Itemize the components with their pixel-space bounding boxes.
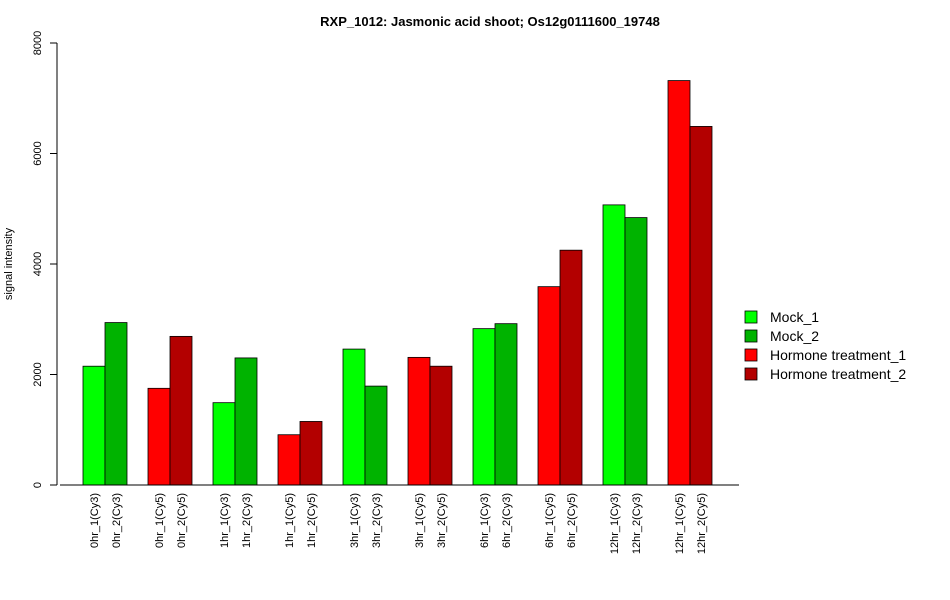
bar [537,286,561,486]
legend: Mock_1 Mock_2 Hormone treatment_1 Hormone t… [744,309,906,382]
bar [169,335,193,486]
x-tick-label: 12hr_2(Cy5) [696,493,708,554]
y-tick-label: 2000 [32,362,44,386]
legend-swatch [744,367,758,381]
x-tick-label: 1hr_2(Cy3) [241,493,253,548]
x-tick-label: 6hr_1(Cy5) [544,493,556,548]
x-tick-label: 0hr_1(Cy5) [154,493,166,548]
legend-label: Mock_1 [770,309,819,325]
bar [104,322,128,486]
x-tick-label: 1hr_1(Cy5) [284,493,296,548]
bar [472,328,496,486]
bar [364,385,388,486]
x-axis-labels: 0hr_1(Cy3) 0hr_2(Cy3) 0hr_1(Cy5) 0hr_2(Cy5)… [89,493,708,554]
y-axis-label: signal intensity [3,227,15,300]
legend-label: Hormone treatment_1 [770,347,906,363]
x-tick-label: 0hr_2(Cy5) [176,493,188,548]
bar [299,421,323,486]
legend-swatch [744,310,758,324]
bars [82,80,713,486]
chart-title: RXP_1012: Jasmonic acid shoot; Os12g0111… [320,14,660,29]
y-tick-label: 8000 [32,31,44,55]
x-tick-label: 6hr_2(Cy5) [566,493,578,548]
x-tick-label: 1hr_2(Cy5) [306,493,318,548]
x-tick-label: 3hr_1(Cy3) [349,493,361,548]
bar [559,249,583,486]
bar [82,365,106,486]
bar [342,348,366,486]
x-tick-label: 12hr_1(Cy3) [609,493,621,554]
bar [667,80,691,486]
legend-swatch [744,348,758,362]
y-tick-label: 6000 [32,141,44,165]
x-tick-label: 3hr_1(Cy5) [414,493,426,548]
y-tick-label: 4000 [32,252,44,276]
bar [494,323,518,486]
y-tick-label: 0 [32,482,44,488]
x-tick-label: 0hr_1(Cy3) [89,493,101,548]
x-tick-label: 3hr_2(Cy5) [436,493,448,548]
bar [147,387,171,486]
bar [212,402,236,486]
x-tick-label: 3hr_2(Cy3) [371,493,383,548]
bar [277,434,301,486]
bar [234,357,258,486]
legend-label: Mock_2 [770,328,819,344]
bar [429,365,453,486]
x-tick-label: 0hr_2(Cy3) [111,493,123,548]
x-tick-label: 6hr_2(Cy3) [501,493,513,548]
legend-swatch [744,329,758,343]
bar [602,204,626,486]
bar [689,126,713,486]
bar [407,356,431,486]
bar [624,217,648,486]
x-tick-label: 1hr_1(Cy3) [219,493,231,548]
x-tick-label: 12hr_1(Cy5) [674,493,686,554]
x-tick-label: 12hr_2(Cy3) [631,493,643,554]
y-axis: 0 2000 4000 6000 8000 [32,31,58,488]
legend-label: Hormone treatment_2 [770,366,906,382]
x-tick-label: 6hr_1(Cy3) [479,493,491,548]
